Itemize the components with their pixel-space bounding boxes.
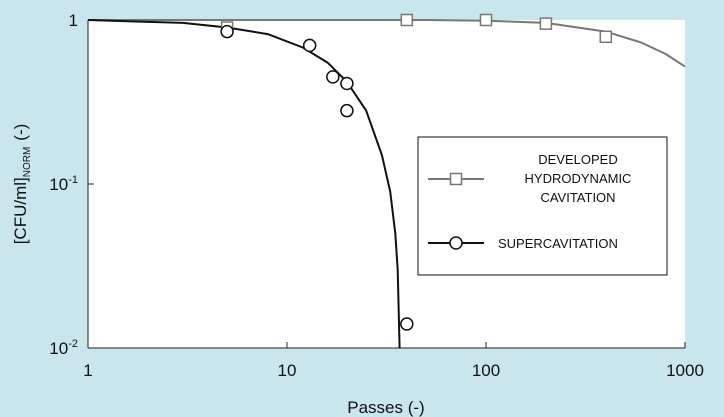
x-tick-label: 10 [278, 361, 297, 380]
legend: DEVELOPED HYDRODYNAMIC CAVITATION SUPERC… [417, 136, 668, 276]
supercavitation-marker [400, 317, 414, 331]
x-axis-label: Passes (-) [347, 398, 424, 417]
legend-developed-label-3: CAVITATION [540, 190, 615, 205]
x-tick-label: 1000 [666, 361, 704, 380]
y-tick-label: 1 [69, 11, 78, 30]
legend-supercavitation-marker [449, 236, 463, 250]
y-tick-exponent: -1 [68, 174, 78, 186]
developed-marker [479, 13, 493, 27]
x-ticks: 1 10 100 1000 [83, 342, 704, 380]
y-tick-base: 10 [49, 339, 68, 358]
y-ticks: 110-110-2 [49, 11, 94, 358]
developed-marker [539, 17, 553, 30]
x-tick-label: 1 [83, 361, 92, 380]
y-tick-base: 1 [69, 11, 78, 30]
developed-marker [599, 30, 613, 44]
y-axis-label: [CFU/ml]NORM (-) [11, 124, 33, 245]
y-tick-label: 10-1 [49, 174, 78, 194]
developed-fit-curve [88, 19, 686, 68]
supercavitation-marker [340, 76, 354, 91]
y-tick-base: 10 [49, 175, 68, 194]
supercavitation-marker [302, 38, 317, 53]
legend-supercavitation-label: SUPERCAVITATION [498, 236, 618, 251]
supercavitation-marker [220, 24, 234, 39]
legend-developed-marker [449, 172, 463, 186]
developed-marker [400, 13, 414, 27]
y-axis-label-subscript: NORM [22, 147, 33, 178]
legend-developed-label-1: DEVELOPED [538, 152, 617, 167]
legend-developed-label-2: HYDRODYNAMIC [525, 171, 632, 186]
legend-box [417, 136, 668, 276]
y-axis-label-suffix: (-) [11, 124, 30, 141]
supercavitation-marker [326, 70, 340, 84]
y-tick-exponent: -2 [68, 338, 78, 350]
y-axis-label-main: [CFU/ml] [11, 177, 30, 244]
supercavitation-marker [340, 103, 354, 118]
y-tick-label: 10-2 [49, 338, 78, 358]
x-tick-label: 100 [472, 361, 500, 380]
series-markers [220, 13, 613, 331]
